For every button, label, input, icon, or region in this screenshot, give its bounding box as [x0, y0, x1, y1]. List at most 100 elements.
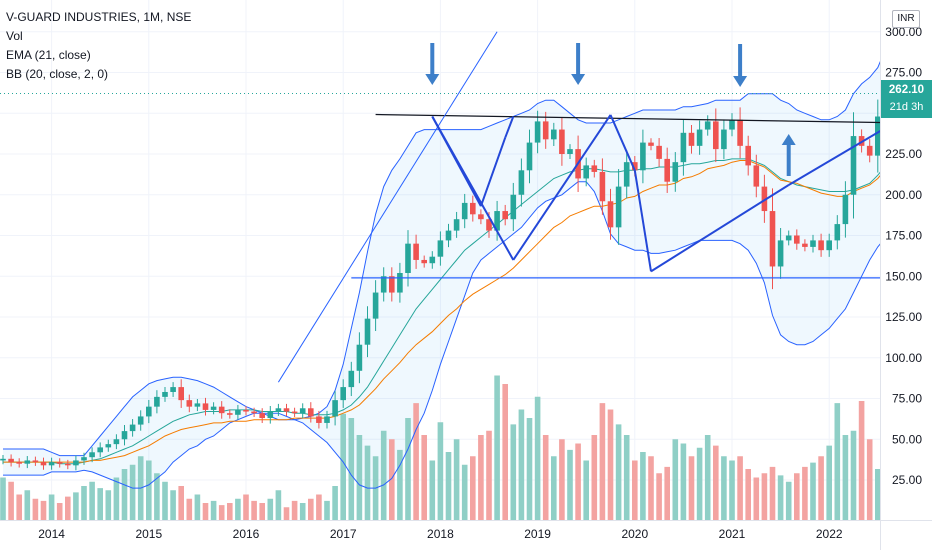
- candle-body: [721, 129, 727, 150]
- candle-body: [704, 121, 711, 130]
- candle-body: [340, 387, 346, 401]
- volume-bar: [235, 498, 241, 520]
- candle-body: [372, 292, 379, 319]
- candle-body: [510, 194, 517, 220]
- volume-bar: [745, 469, 751, 520]
- candle-body: [186, 400, 193, 407]
- candle-body: [170, 387, 176, 392]
- price-tick-label: 300.00: [885, 25, 922, 39]
- volume-bar: [761, 473, 768, 520]
- candle-body: [826, 240, 832, 251]
- chart-title[interactable]: V-GUARD INDUSTRIES, 1M, NSE: [6, 10, 192, 24]
- candle-body: [648, 142, 654, 146]
- volume-bar: [551, 456, 557, 520]
- last-price-badge: 262.10 21d 3h: [881, 80, 932, 118]
- candle-body: [453, 219, 460, 231]
- candle-body: [146, 406, 152, 417]
- candle-body: [640, 142, 646, 171]
- candle-body: [875, 116, 881, 156]
- candle-body: [437, 240, 444, 257]
- candle-body: [599, 171, 606, 202]
- volume-bar: [32, 498, 39, 520]
- volume-bar: [0, 477, 6, 520]
- currency-label[interactable]: INR: [892, 10, 920, 28]
- candle-body: [713, 121, 719, 150]
- pattern-trendline: [431, 116, 515, 261]
- candle-body: [178, 387, 184, 401]
- volume-bar: [785, 481, 792, 520]
- candle-body: [364, 318, 371, 345]
- volume-bar: [696, 447, 703, 520]
- legend-bb[interactable]: BB (20, close, 2, 0): [6, 67, 109, 81]
- bar-countdown: 21d 3h: [889, 101, 924, 113]
- indicator-lines: [3, 37, 919, 489]
- volume-bar: [526, 418, 533, 520]
- price-tick-label: 50.00: [892, 432, 922, 446]
- volume-bar: [769, 466, 776, 520]
- time-tick-label: 2021: [719, 527, 746, 541]
- candle-body: [316, 416, 322, 423]
- price-tick-label: 225.00: [885, 147, 922, 161]
- candle-body: [745, 145, 751, 166]
- candle-body: [405, 243, 411, 273]
- candle-body: [275, 408, 282, 412]
- candle-body: [65, 463, 71, 466]
- volume-bar: [267, 498, 274, 520]
- candle-body: [259, 413, 265, 419]
- candle-body: [551, 129, 557, 140]
- candle-body: [729, 119, 735, 130]
- pattern-trendline: [512, 114, 612, 261]
- volume-bar: [397, 449, 403, 520]
- resistance-line: [375, 113, 881, 124]
- volume-bar: [356, 435, 363, 520]
- candle-body: [559, 129, 565, 154]
- volume-bar: [73, 492, 79, 520]
- candle-body: [243, 409, 249, 412]
- candle-body: [542, 121, 549, 140]
- candle-body: [356, 344, 363, 371]
- candle-body: [615, 186, 622, 228]
- volume-bar: [664, 466, 670, 520]
- volume-bars: [0, 375, 922, 520]
- price-tick-label: 175.00: [885, 229, 922, 243]
- legend-ema[interactable]: EMA (21, close): [6, 48, 91, 62]
- candle-body: [494, 211, 500, 231]
- candle-body: [518, 170, 525, 195]
- volume-bar: [656, 473, 662, 520]
- volume-bar: [850, 430, 857, 520]
- volume-bar: [858, 401, 865, 520]
- price-tick-label: 150.00: [885, 269, 922, 283]
- volume-bar: [721, 456, 727, 520]
- volume-bar: [688, 456, 695, 520]
- time-tick-label: 2022: [816, 527, 843, 541]
- drawing-tools: [277, 31, 903, 383]
- pattern-trendline: [609, 114, 636, 171]
- volume-bar: [818, 456, 824, 520]
- candle-body: [785, 235, 792, 241]
- volume-bar: [170, 490, 176, 520]
- legend-vol[interactable]: Vol: [6, 29, 23, 43]
- volume-bar: [210, 500, 217, 520]
- volume-bar: [834, 403, 841, 520]
- candle-body: [810, 240, 816, 247]
- time-tick-label: 2015: [135, 527, 162, 541]
- volume-bar: [316, 494, 322, 520]
- candle-body: [794, 235, 800, 244]
- volume-bar: [121, 469, 128, 520]
- volume-bar: [737, 456, 743, 520]
- candle-body: [850, 136, 857, 195]
- candle-body: [842, 194, 849, 225]
- candle-body: [235, 409, 241, 415]
- volume-bar: [623, 435, 630, 520]
- volume-bar: [542, 435, 549, 520]
- volume-bar: [486, 430, 492, 520]
- candle-body: [802, 243, 808, 247]
- candle-body: [48, 462, 55, 466]
- pattern-trendline: [504, 116, 515, 139]
- volume-bar: [607, 409, 614, 520]
- volume-bar: [453, 439, 460, 520]
- candle-body: [866, 145, 873, 156]
- pattern-trendline: [479, 137, 507, 207]
- candle-body: [421, 259, 427, 264]
